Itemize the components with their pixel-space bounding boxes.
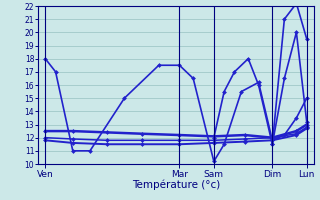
X-axis label: Température (°c): Température (°c) <box>132 180 220 190</box>
